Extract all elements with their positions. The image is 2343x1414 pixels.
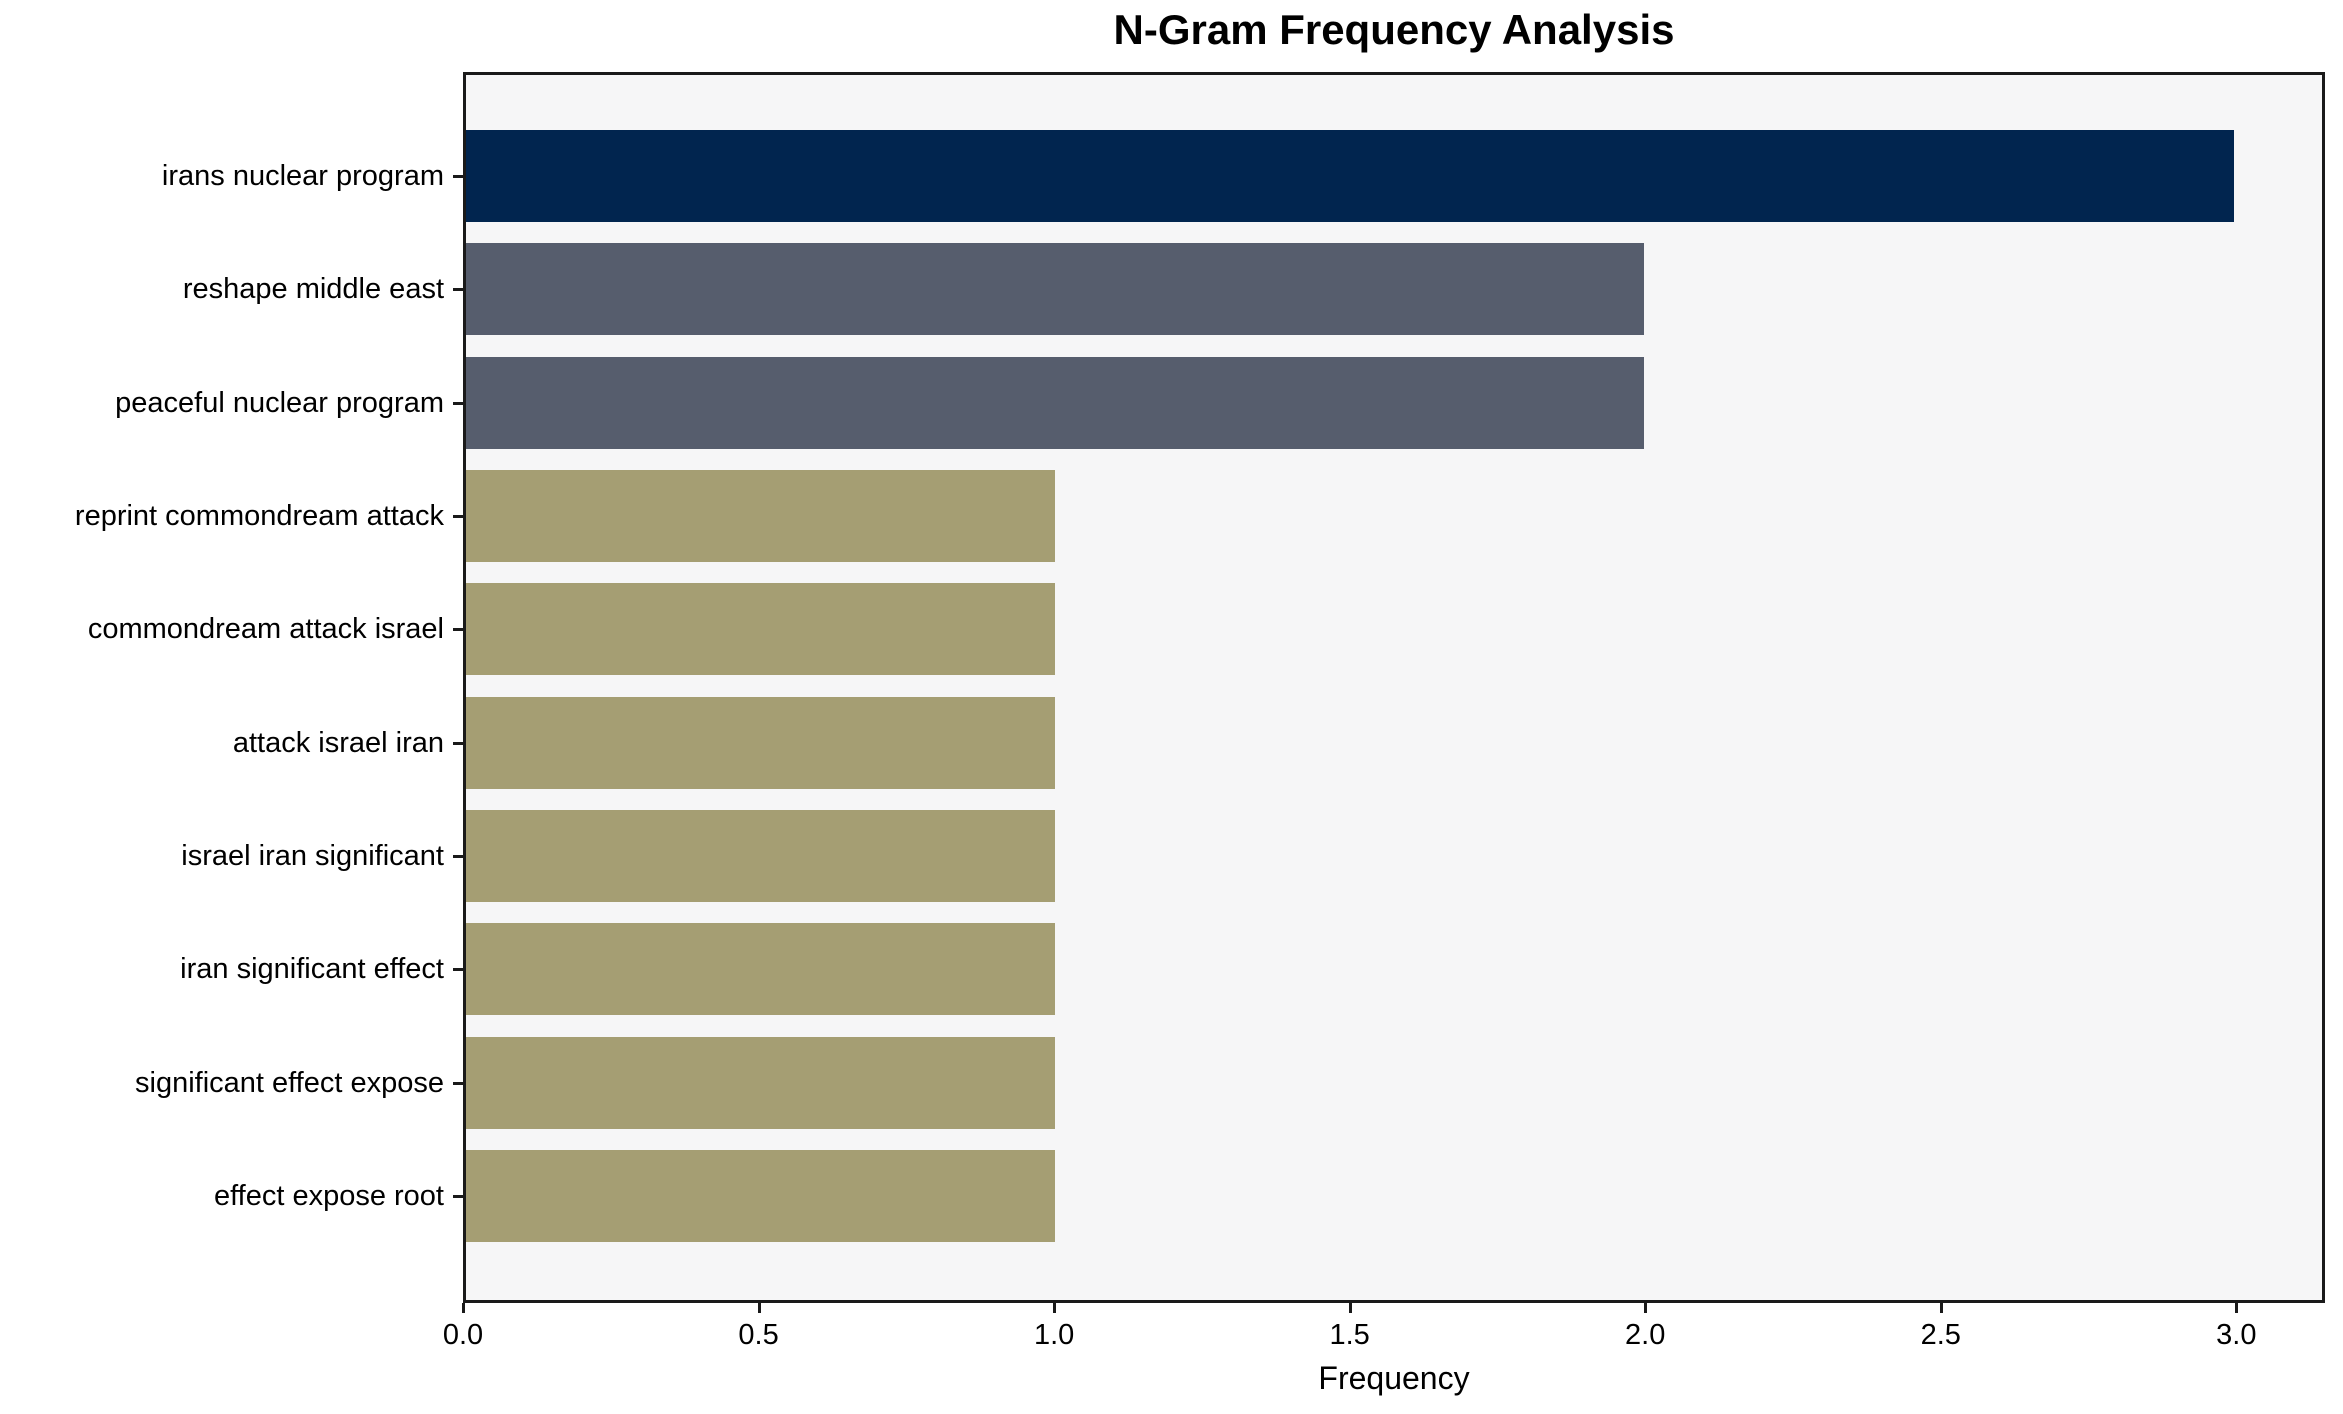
- y-tick-mark: [453, 514, 463, 518]
- bar-row: peaceful nuclear program: [115, 356, 2322, 449]
- plot-area: irans nuclear program reshape middle east…: [75, 72, 2325, 1303]
- x-tick-mark: [757, 1303, 761, 1313]
- y-tick-mark: [453, 1194, 463, 1198]
- y-tick-label: israel iran significant: [181, 839, 444, 872]
- bar: [466, 469, 1056, 562]
- bar: [466, 356, 1645, 449]
- bar-row: significant effect expose: [135, 1036, 2322, 1129]
- y-tick-label: iran significant effect: [180, 953, 444, 986]
- bar: [466, 1149, 1056, 1242]
- bar: [466, 130, 2234, 222]
- y-tick-label: irans nuclear program: [161, 160, 444, 192]
- bar-row: israel iran significant: [181, 809, 2322, 902]
- bar: [466, 809, 1056, 902]
- y-tick-mark: [453, 1081, 463, 1085]
- y-tick-mark: [453, 175, 463, 178]
- x-tick-mark: [1644, 1303, 1648, 1313]
- y-tick-label: reshape middle east: [182, 273, 444, 306]
- bar-row: effect expose root: [214, 1149, 2322, 1242]
- x-tick-label: 1.0: [1033, 1319, 1075, 1351]
- y-tick-mark: [453, 401, 463, 405]
- x-tick-label: 3.0: [2216, 1319, 2257, 1351]
- y-tick-mark: [453, 968, 463, 972]
- chart-title: N-Gram Frequency Analysis: [1113, 6, 1675, 53]
- bar: [466, 696, 1056, 789]
- x-tick-mark: [1348, 1303, 1352, 1313]
- y-tick-label: significant effect expose: [135, 1066, 444, 1099]
- y-tick-mark: [453, 854, 463, 858]
- bar-row: commondream attack israel: [88, 583, 2322, 676]
- bar: [466, 1036, 1056, 1129]
- x-tick-mark: [1053, 1303, 1057, 1313]
- bar-row: reprint commondream attack: [75, 469, 2322, 562]
- bar: [466, 243, 1645, 336]
- y-tick-label: reprint commondream attack: [74, 499, 444, 532]
- y-tick-label: attack israel iran: [232, 726, 444, 759]
- x-tick-label: 1.5: [1329, 1319, 1370, 1351]
- x-tick-mark: [1939, 1303, 1943, 1313]
- bar-row: reshape middle east: [183, 243, 2322, 336]
- bar: [466, 923, 1056, 1016]
- x-tick-mark: [462, 1303, 465, 1313]
- y-tick-label: commondream attack israel: [87, 613, 444, 646]
- x-tick-label: 2.0: [1625, 1319, 1666, 1351]
- y-tick-mark: [453, 628, 463, 632]
- bar-row: attack israel iran: [233, 696, 2322, 789]
- y-tick-mark: [453, 741, 463, 745]
- bar: [466, 583, 1056, 676]
- x-axis-label: Frequency: [1318, 1360, 1470, 1396]
- x-tick-label: 2.5: [1920, 1319, 1961, 1351]
- x-tick-label: 0.0: [442, 1319, 484, 1351]
- y-tick-label: peaceful nuclear program: [115, 386, 444, 419]
- x-tick-label: 0.5: [738, 1319, 779, 1351]
- bar-row: iran significant effect: [180, 923, 2322, 1016]
- y-tick-mark: [453, 288, 463, 292]
- y-tick-label: effect expose root: [213, 1179, 444, 1212]
- bar-row: irans nuclear program: [162, 130, 2322, 222]
- x-tick-mark: [2235, 1303, 2239, 1313]
